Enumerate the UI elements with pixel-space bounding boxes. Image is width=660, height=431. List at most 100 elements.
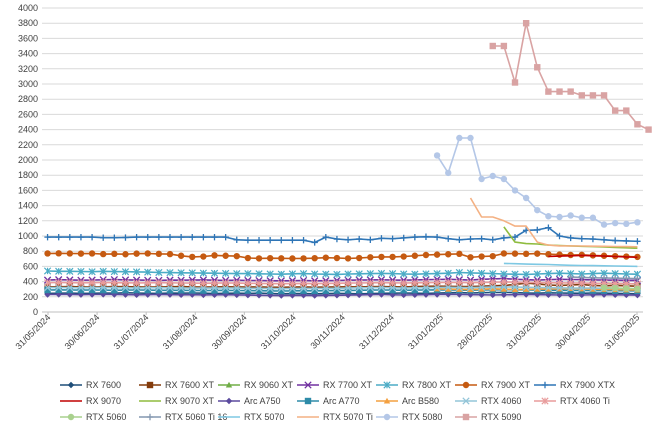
data-point — [367, 283, 374, 290]
data-point — [333, 287, 341, 294]
data-point — [233, 279, 241, 287]
data-point — [589, 214, 597, 221]
y-tick-label: 600 — [23, 261, 38, 271]
series-line — [503, 262, 638, 268]
data-point — [77, 233, 85, 241]
data-point — [489, 275, 497, 283]
data-point — [634, 219, 641, 226]
legend-label: RX 7800 XT — [402, 380, 452, 390]
data-point — [255, 283, 263, 291]
data-point — [155, 233, 163, 241]
data-point — [189, 283, 196, 291]
data-point — [121, 279, 130, 287]
legend-item: RTX 5060 Ti 16 — [139, 412, 227, 422]
data-point — [466, 279, 475, 287]
series-lines — [43, 20, 652, 299]
data-point — [623, 285, 630, 292]
data-point — [366, 279, 374, 287]
legend-item: Arc A770 — [297, 396, 360, 406]
y-tick-label: 1400 — [18, 201, 38, 211]
legend-item: RX 9070 XT — [139, 396, 215, 406]
x-tick-label: 30/11/2024 — [308, 312, 346, 350]
data-point — [278, 236, 285, 244]
data-point — [199, 279, 208, 287]
legend-item: RTX 5090 — [455, 412, 521, 422]
data-point — [455, 278, 463, 287]
data-point — [400, 283, 407, 291]
legend-marker — [304, 397, 312, 405]
data-point — [456, 134, 463, 142]
data-point — [522, 250, 530, 258]
data-point — [611, 237, 619, 244]
data-point — [389, 283, 396, 290]
data-point — [166, 283, 174, 290]
x-tick-label: 28/02/2025 — [455, 312, 494, 351]
legend-label: RTX 4060 Ti — [560, 396, 610, 406]
data-point — [389, 235, 396, 242]
legend-item: RX 7900 XTX — [534, 380, 615, 390]
data-point — [611, 107, 619, 114]
data-point — [144, 233, 151, 241]
data-point — [66, 233, 74, 241]
data-point — [534, 206, 541, 214]
legend-marker — [462, 381, 470, 389]
data-point — [534, 64, 541, 71]
data-point — [589, 92, 597, 99]
y-tick-label: 3000 — [18, 79, 38, 89]
legend-marker — [146, 381, 154, 389]
legend-label: RX 7600 XT — [165, 380, 215, 390]
data-point — [200, 283, 207, 291]
data-point — [545, 88, 552, 95]
data-point — [355, 287, 363, 294]
data-point — [344, 283, 352, 290]
data-point — [211, 233, 218, 241]
data-point — [500, 270, 508, 278]
data-point — [378, 235, 385, 242]
data-point — [411, 286, 419, 294]
y-tick-label: 800 — [23, 246, 38, 256]
data-point — [389, 286, 396, 294]
data-point — [222, 283, 229, 290]
data-point — [344, 236, 352, 243]
data-point — [99, 278, 107, 287]
legend-item: RTX 5070 — [218, 412, 284, 422]
data-point — [534, 250, 541, 257]
data-point — [122, 251, 129, 258]
series-rtx-5060 — [600, 284, 641, 293]
data-point — [266, 270, 274, 278]
data-point — [567, 212, 574, 219]
data-point — [589, 235, 597, 243]
legend-label: RX 9070 XT — [165, 396, 215, 406]
data-point — [422, 286, 430, 294]
data-point — [222, 269, 230, 278]
data-point — [478, 175, 485, 183]
data-point — [222, 233, 229, 241]
data-point — [100, 250, 107, 258]
data-point — [645, 126, 652, 133]
data-point — [511, 250, 519, 257]
data-point — [489, 269, 497, 278]
data-point — [500, 291, 508, 299]
data-point — [478, 253, 485, 260]
y-tick-label: 2200 — [18, 140, 38, 150]
data-point — [289, 255, 296, 262]
legend-marker — [541, 397, 549, 405]
data-point — [322, 287, 330, 294]
series-rx-9070 — [548, 254, 638, 259]
data-point — [511, 79, 519, 86]
data-point — [611, 274, 619, 282]
data-point — [132, 279, 141, 287]
data-point — [478, 235, 485, 242]
data-point — [211, 252, 218, 259]
data-point — [288, 270, 297, 278]
data-point — [489, 278, 497, 286]
data-point — [378, 253, 385, 261]
data-point — [77, 267, 85, 276]
data-point — [55, 278, 63, 287]
y-tick-label: 200 — [23, 292, 38, 302]
data-point — [388, 269, 397, 278]
data-point — [77, 286, 85, 294]
data-point — [199, 276, 208, 284]
data-point — [200, 287, 207, 294]
